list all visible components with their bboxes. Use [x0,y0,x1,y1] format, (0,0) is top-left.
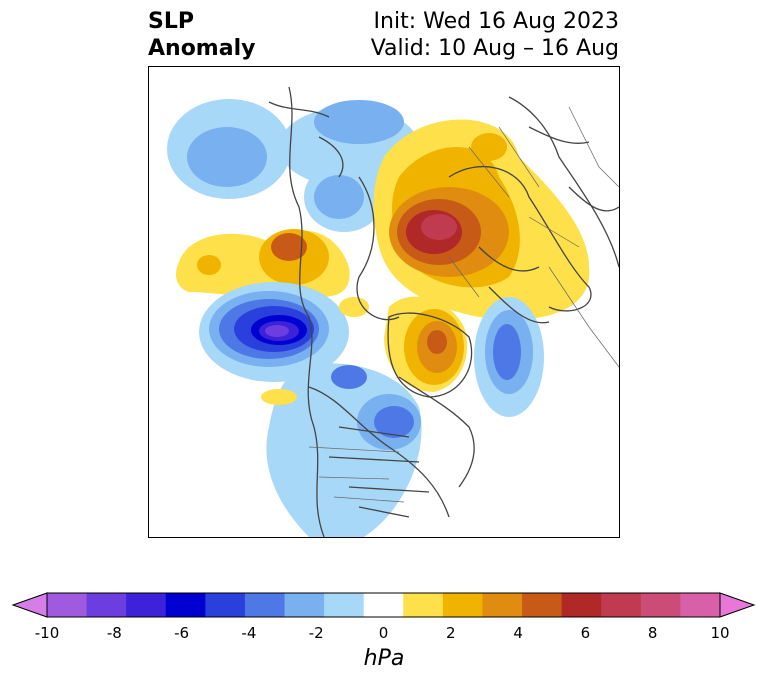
valid-range: Valid: 10 Aug – 16 Aug [370,36,619,61]
positive-anomaly-west [176,229,350,297]
colorbar-cell [561,593,602,617]
negative-anomaly-northwest [167,99,291,199]
colorbar-tick-label: 6 [580,624,591,642]
colorbar-cell [86,593,127,617]
colorbar-cell [284,593,325,617]
borders [308,106,619,503]
colorbar-cell [165,593,206,617]
colorbar-tick-label: -8 [106,624,122,642]
positive-anomaly-greenland [384,296,468,392]
colorbar-unit: hPa [363,646,405,671]
colorbar-cell [482,593,523,617]
colorbar-tick-label: 8 [647,624,658,642]
colorbar [11,592,756,618]
colorbar-cell [403,593,444,617]
colorbar-min-arrow [11,592,48,618]
positive-pocket [261,389,297,405]
colorbar-ticks: -10 -8 -6 -4 -2 0 2 4 6 8 10 [0,624,768,644]
colorbar-tick-label: -6 [174,624,190,642]
colorbar-cell [324,593,365,617]
colorbar-cell [126,593,167,617]
positive-pocket [339,297,369,317]
colorbar-tick-label: -4 [241,624,257,642]
title-variable: SLP [148,9,194,34]
title-type: Anomaly [148,36,256,61]
colorbar-cell [601,593,642,617]
positive-anomaly-eurasia [373,119,590,320]
colorbar-tick-label: -2 [308,624,324,642]
colorbar-cell [363,593,404,617]
colorbar-max-arrow [719,592,756,618]
coastlines [268,86,619,537]
init-date: Init: Wed 16 Aug 2023 [373,9,619,34]
colorbar-cell [522,593,563,617]
colorbar-tick-label: 0 [378,624,389,642]
colorbar-cell [442,593,483,617]
colorbar-tick-label: -10 [34,624,60,642]
anomaly-map [148,66,620,538]
colorbar-cell [205,593,246,617]
colorbar-tick-label: 4 [513,624,523,642]
negative-anomaly-atlantic [474,297,544,417]
map-dates: Init: Wed 16 Aug 2023 Valid: 10 Aug – 16… [371,8,619,62]
negative-anomaly-north-america [266,363,422,537]
negative-anomaly-pacific [199,282,349,382]
colorbar-tick-label: 2 [446,624,456,642]
map-canvas [167,86,619,537]
colorbar-outline [46,592,721,618]
colorbar-tick-label: 10 [710,624,730,642]
colorbar-cell [680,593,721,617]
colorbar-cell [640,593,681,617]
map-title: SLP Anomaly [148,8,255,62]
colorbar-cell [244,593,286,617]
colorbar-cell [47,593,88,617]
